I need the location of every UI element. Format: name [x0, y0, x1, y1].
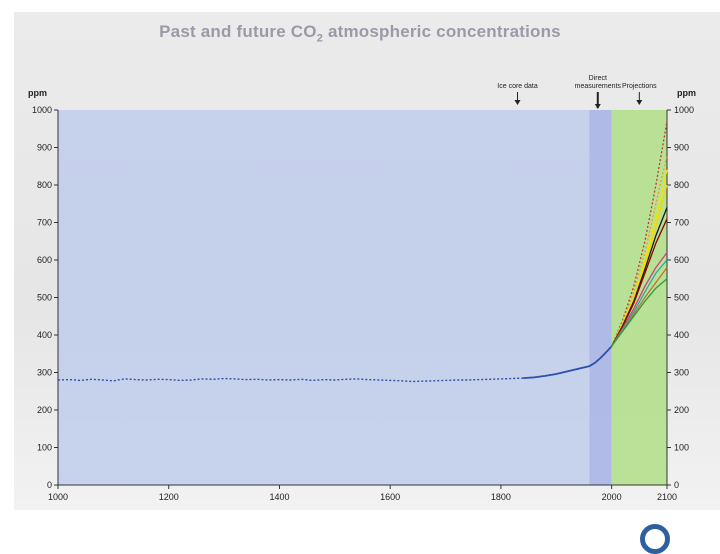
y-tick-label-left: 100 [37, 443, 52, 453]
annotation-arrow-head [594, 104, 601, 109]
x-tick-label: 1600 [380, 492, 400, 502]
y-tick-label-right: 800 [674, 180, 689, 190]
y-unit-right: ppm [677, 88, 696, 98]
bottom-strip [0, 512, 720, 540]
region-ice-core-data [58, 110, 590, 485]
x-tick-label: 1800 [491, 492, 511, 502]
corner-logo-icon [640, 524, 670, 554]
co2-chart: 0 0 100 100 200 200 300 300 400 400 500 500 600 600 70… [28, 75, 696, 502]
y-tick-label-right: 500 [674, 293, 689, 303]
chart-title-main: Past and future CO [159, 22, 317, 41]
y-tick-label-left: 1000 [32, 105, 52, 115]
x-tick-label: 2000 [602, 492, 622, 502]
annotation-label: Direct [589, 75, 607, 82]
y-tick-label-left: 800 [37, 180, 52, 190]
projection-line-10 [611, 278, 668, 347]
y-tick-label-right: 1000 [674, 105, 694, 115]
annotation-label: Ice core data [497, 83, 538, 90]
y-tick-label-right: 300 [674, 368, 689, 378]
x-tick-label: 1400 [269, 492, 289, 502]
y-tick-label-right: 200 [674, 405, 689, 415]
chart-title: Past and future CO2 atmospheric concentr… [0, 22, 720, 44]
y-tick-label-right: 900 [674, 143, 689, 153]
region-direct-measurements [589, 110, 612, 485]
y-tick-label-right: 700 [674, 218, 689, 228]
annotation-label: Projections [622, 83, 657, 90]
observed-line-recent [523, 345, 613, 379]
y-tick-label-right: 400 [674, 330, 689, 340]
y-tick-label-left: 900 [37, 143, 52, 153]
annotation-label: measurements [575, 83, 622, 90]
y-tick-label-left: 700 [37, 218, 52, 228]
x-tick-label: 1200 [159, 492, 179, 502]
annotation-arrow-head [514, 100, 521, 105]
y-tick-label-left: 600 [37, 255, 52, 265]
y-tick-label-right: 0 [674, 480, 679, 490]
projection-line-2 [611, 154, 668, 347]
chart-title-subscript: 2 [316, 32, 324, 45]
y-tick-label-left: 0 [47, 480, 52, 490]
y-tick-label-left: 400 [37, 330, 52, 340]
y-tick-label-right: 600 [674, 255, 689, 265]
y-tick-label-right: 100 [674, 443, 689, 453]
chart-title-rest: atmospheric concentrations [323, 22, 561, 41]
x-tick-label: 1000 [48, 492, 68, 502]
y-unit-left: ppm [28, 88, 47, 98]
annotation-arrow-head [636, 100, 643, 105]
x-tick-label: 2100 [657, 492, 677, 502]
slide: Past and future CO2 atmospheric concentr… [0, 12, 720, 554]
y-tick-label-left: 500 [37, 293, 52, 303]
projection-line-6 [611, 218, 668, 347]
y-tick-label-left: 300 [37, 368, 52, 378]
y-tick-label-left: 200 [37, 405, 52, 415]
